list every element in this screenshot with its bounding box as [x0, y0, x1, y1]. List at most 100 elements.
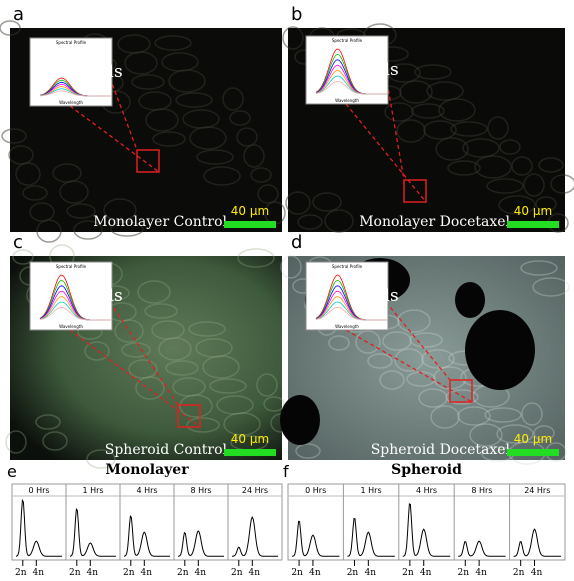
cell — [52, 163, 82, 183]
cell — [450, 121, 488, 137]
cell — [138, 91, 172, 111]
histogram-curve — [69, 507, 116, 557]
time-label: 0 Hrs — [305, 486, 326, 495]
x-tick-label: 2n — [69, 568, 81, 578]
cell — [520, 260, 558, 276]
x-tick-label: 2n — [402, 568, 414, 578]
cell — [280, 255, 302, 279]
panel-letter: d — [291, 232, 302, 253]
scale-bar — [507, 449, 559, 456]
x-tick-label: 4n — [420, 568, 432, 578]
cell — [469, 423, 503, 447]
cell — [229, 110, 251, 126]
scale-bar — [507, 221, 559, 228]
cell — [250, 167, 272, 183]
time-label: 0 Hrs — [28, 486, 49, 495]
cell — [421, 349, 455, 369]
histogram-frame — [11, 483, 283, 561]
callout — [109, 77, 138, 151]
cell — [5, 430, 27, 454]
cell — [355, 330, 381, 354]
spectrum — [39, 90, 112, 97]
cell — [114, 319, 144, 343]
cell — [158, 337, 192, 361]
inset-label: Cells — [80, 286, 123, 306]
inset-title: Spectral Profile — [56, 264, 87, 269]
cell — [8, 145, 34, 165]
caption: Monolayer Docetaxel — [359, 214, 510, 230]
cell — [435, 137, 469, 161]
histogram-curve — [15, 498, 62, 557]
void — [465, 310, 535, 390]
cell — [367, 353, 393, 369]
cell — [195, 338, 233, 358]
inset-label: Cells — [356, 286, 399, 306]
cell — [117, 34, 151, 54]
x-tick-label: 4n — [365, 568, 377, 578]
cell — [423, 120, 457, 140]
cell — [532, 277, 570, 297]
cell — [438, 98, 476, 122]
cell — [328, 335, 350, 351]
cell — [222, 87, 244, 111]
inset-title: Spectral Profile — [332, 264, 363, 269]
cell — [135, 376, 165, 400]
caption: Spheroid Docetaxel — [371, 442, 511, 458]
cell — [110, 221, 144, 237]
cell — [414, 64, 452, 80]
cell — [203, 166, 241, 186]
cell — [484, 407, 522, 423]
x-tick-label: 4n — [33, 568, 45, 578]
x-tick-label: 4n — [195, 568, 207, 578]
caption: Monolayer Control — [93, 214, 227, 230]
x-tick-label: 2n — [513, 568, 525, 578]
cell — [406, 371, 436, 387]
time-label: 1 Hrs — [82, 486, 103, 495]
cell — [487, 116, 509, 140]
cell — [103, 198, 137, 222]
cell — [121, 342, 151, 358]
cell — [137, 280, 171, 304]
cell — [263, 396, 285, 412]
cell — [172, 377, 206, 397]
callout — [345, 103, 427, 203]
inset-xlabel: Wavelength — [59, 100, 83, 105]
cell — [521, 402, 543, 426]
cell — [523, 173, 545, 197]
histogram-curve — [402, 503, 451, 557]
void — [455, 282, 485, 318]
panel-letter: c — [13, 232, 23, 253]
cell — [409, 332, 443, 348]
histogram-curve — [177, 530, 224, 557]
cell — [399, 80, 433, 104]
histogram-curve — [123, 514, 170, 557]
histogram-curve — [513, 528, 561, 557]
cell — [257, 184, 279, 204]
x-tick-label: 2n — [177, 568, 189, 578]
x-tick-label: 2n — [291, 568, 303, 578]
cell — [165, 360, 199, 376]
cell — [182, 109, 220, 129]
callout — [385, 301, 451, 381]
panel-letter: b — [291, 4, 302, 25]
cell — [86, 449, 116, 469]
cell — [84, 341, 110, 361]
cell — [237, 248, 275, 268]
cell — [295, 443, 321, 459]
inset-xlabel: Wavelength — [335, 98, 359, 103]
cell — [457, 406, 491, 426]
histogram-curve — [458, 540, 506, 557]
cell — [418, 388, 448, 408]
cell — [22, 185, 48, 201]
void — [280, 395, 320, 445]
histogram-frame — [287, 483, 566, 561]
histogram-curve — [347, 517, 395, 557]
time-label: 24 Hrs — [242, 486, 268, 495]
cell — [533, 425, 555, 441]
cell — [379, 370, 405, 390]
cell — [474, 155, 512, 179]
cell — [382, 331, 412, 351]
cell — [256, 373, 278, 397]
cell — [154, 35, 192, 51]
cell — [35, 414, 61, 430]
